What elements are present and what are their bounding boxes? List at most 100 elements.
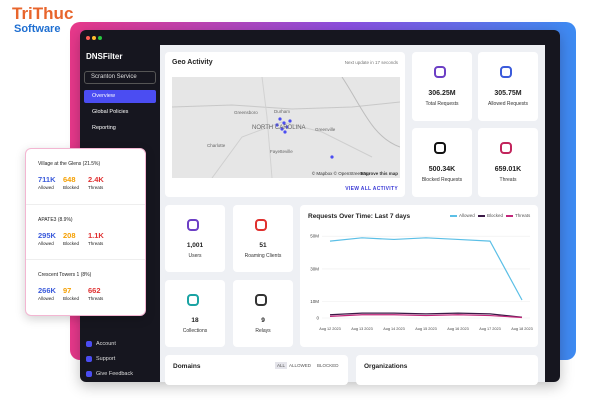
y-tick-label: 10M [310, 299, 319, 304]
stat-label: Blocked Requests [421, 177, 463, 183]
map-dot [288, 119, 292, 123]
stat-value: 659.01K [494, 166, 522, 173]
map: Greensboro Durham NORTH CAROLINA Charlotte F… [172, 77, 400, 178]
location-name: Crescent Towers 1 (8%) [38, 272, 92, 278]
brand-name: TriThuc [12, 4, 74, 23]
count-icon [255, 219, 267, 231]
stat-card: 305.75M Allowed Requests [478, 52, 538, 121]
domains-card: Domains ALL ALLOWED BLOCKED [165, 355, 348, 385]
count-label: Users [188, 253, 202, 259]
stat-icon [500, 66, 512, 78]
location-name: Village at the Glens (21.5%) [38, 161, 101, 167]
count-label: Relays [255, 328, 271, 334]
metric-label: Allowed [38, 185, 54, 190]
window-dot [98, 36, 102, 40]
map-dot [283, 130, 287, 134]
nav-icon [86, 371, 92, 377]
map-dot [282, 121, 286, 125]
nav-label: Give Feedback [96, 371, 133, 377]
chart-card: Requests Over Time: Last 7 days Allowed Bl… [300, 205, 538, 347]
stat-icon [434, 142, 446, 154]
stat-value: 305.75M [494, 90, 522, 97]
count-card: 9 Relays [233, 280, 293, 347]
count-icon [187, 219, 199, 231]
map-label: Greenville [315, 127, 336, 132]
tab[interactable]: ALLOWED [289, 363, 312, 368]
location: Crescent Towers 1 (8%) 266K Allowed 97 Block… [26, 259, 145, 314]
count-icon [187, 294, 199, 306]
nav-item[interactable]: Account [84, 339, 156, 351]
map-road [211, 121, 373, 178]
nav-item[interactable]: Global Policies [84, 106, 156, 119]
map-dot [330, 155, 334, 159]
stat-value: 500.34K [428, 166, 456, 173]
map-attribution: © Mapbox © OpenStreetMap [311, 171, 370, 176]
stat-label: Total Requests [425, 101, 459, 107]
organizations-card: Organizations [356, 355, 538, 385]
metric-value: 648 [63, 175, 76, 184]
nav-label: Account [96, 341, 116, 347]
nav-item[interactable]: Reporting [84, 122, 156, 135]
legend-swatch [506, 215, 513, 217]
count-value: 1,001 [186, 242, 204, 249]
count-label: Collections [182, 328, 208, 334]
metric-value: 662 [88, 286, 101, 295]
view-all-link[interactable]: VIEW ALL ACTIVITY [345, 186, 398, 192]
stat-label: Allowed Requests [487, 101, 529, 107]
nav-item[interactable]: Support [84, 354, 156, 366]
count-card: 51 Roaming Clients [233, 205, 293, 272]
geo-card: Geo Activity Next update in 17 seconds Gre… [165, 52, 405, 197]
x-tick-label: Aug 18 2023 [511, 327, 533, 331]
locations-card: Village at the Glens (21.5%) 711K Allowed 6… [25, 148, 146, 316]
count-value: 18 [191, 317, 199, 324]
domains-title: Domains [173, 363, 201, 370]
chart-plot: 0 10M 30M 50M Aug 12 2023 Aug 13 2023 Aug 14 2… [310, 234, 533, 331]
metric-label: Allowed [38, 296, 54, 301]
organizations-title: Organizations [364, 363, 408, 370]
map-road [261, 77, 273, 178]
legend-label: Threats [515, 213, 531, 218]
x-tick-label: Aug 16 2023 [447, 327, 469, 331]
legend-swatch [450, 215, 457, 217]
nav-item[interactable]: Give Feedback [84, 369, 156, 381]
metric-value: 2.4K [88, 175, 104, 184]
location: APATE3 (8.9%) 295K Allowed 208 Blocked 1.1K Th… [26, 204, 145, 259]
map-label: NORTH CAROLINA [252, 125, 306, 131]
metric-label: Blocked [63, 185, 80, 190]
map-improve[interactable]: Improve this map [360, 171, 398, 176]
series-line [329, 237, 523, 301]
stat-card: 306.25M Total Requests [412, 52, 472, 121]
map-label: Charlotte [207, 143, 226, 148]
org-select[interactable]: Scranton Service [84, 71, 156, 84]
map-dot [285, 125, 289, 129]
chart-title: Requests Over Time: Last 7 days [308, 213, 411, 220]
metric-value: 711K [38, 175, 56, 184]
map-label: Greensboro [234, 110, 258, 115]
location-name: APATE3 (8.9%) [38, 217, 73, 223]
nav-label: Global Policies [92, 109, 129, 115]
nav-item[interactable]: Overview [84, 90, 156, 103]
stat-card: 659.01K Threats [478, 128, 538, 197]
tab[interactable]: BLOCKED [317, 363, 339, 368]
y-tick-label: 30M [310, 266, 319, 271]
metric-label: Threats [88, 185, 104, 190]
count-value: 51 [259, 242, 267, 249]
map-lines [172, 77, 400, 178]
count-card: 1,001 Users [165, 205, 225, 272]
series-line [329, 312, 523, 318]
window-dot [86, 36, 90, 40]
x-tick-label: Aug 15 2023 [415, 327, 437, 331]
sidebar-logo: DNSFilter [86, 52, 123, 61]
window-dot [92, 36, 96, 40]
stat-card: 500.34K Blocked Requests [412, 128, 472, 197]
metric-value: 295K [38, 231, 56, 240]
map-dot [280, 127, 284, 131]
stat-label: Threats [499, 177, 517, 183]
tab[interactable]: ALL [275, 362, 288, 369]
metric-label: Threats [88, 241, 104, 246]
nav-label: Support [96, 356, 116, 362]
map-label: Durham [274, 109, 291, 114]
location: Village at the Glens (21.5%) 711K Allowed 6… [26, 149, 145, 204]
metric-value: 208 [63, 231, 76, 240]
